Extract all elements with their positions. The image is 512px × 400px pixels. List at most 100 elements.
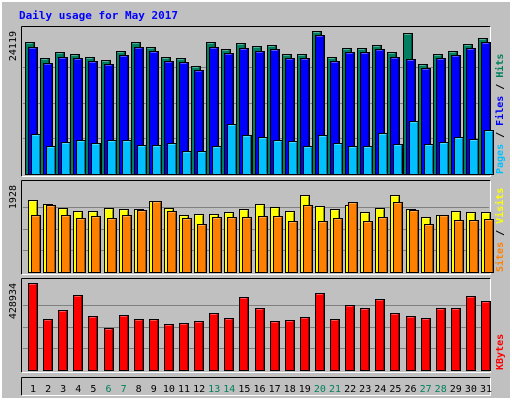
bar-pages-day-11 — [182, 151, 192, 175]
bar-sites-day-19 — [303, 205, 313, 273]
day-label-12: 12 — [193, 384, 205, 395]
bar-sites-day-9 — [152, 201, 162, 273]
bar-sites-day-4 — [76, 218, 86, 273]
bar-pages-day-1 — [31, 134, 41, 175]
scale-label: 1928 — [8, 185, 19, 209]
day-label-31: 31 — [480, 384, 492, 395]
bar-kbytes-day-16 — [255, 308, 265, 371]
bar-kbytes-day-14 — [224, 318, 234, 371]
bar-sites-day-22 — [348, 202, 358, 273]
day-label-29: 29 — [450, 384, 462, 395]
legend-separator: / — [495, 126, 506, 144]
day-label-16: 16 — [253, 384, 265, 395]
legend-item-sites: Sites — [494, 242, 506, 272]
bar-sites-day-24 — [378, 217, 388, 273]
day-label-19: 19 — [299, 384, 311, 395]
chart-title: Daily usage for May 2017 — [19, 9, 178, 22]
bar-pages-day-29 — [454, 137, 464, 175]
bar-pages-day-9 — [152, 145, 162, 175]
legend-pages-files-hits: Pages / Files / Hits — [494, 54, 506, 174]
day-label-1: 1 — [30, 384, 36, 395]
panel-visits-sites: 1928 Sites / Visits — [8, 180, 506, 275]
bar-pages-day-12 — [197, 151, 207, 175]
day-label-23: 23 — [359, 384, 371, 395]
bar-kbytes-day-17 — [270, 321, 280, 371]
bar-pages-day-24 — [378, 133, 388, 175]
day-label-4: 4 — [75, 384, 81, 395]
legend-item-pages: Pages — [495, 144, 506, 174]
panel-frame — [21, 180, 491, 275]
bar-kbytes-day-24 — [375, 299, 385, 371]
bar-sites-day-1 — [31, 215, 41, 273]
day-label-7: 7 — [121, 384, 127, 395]
bar-pages-day-14 — [227, 124, 237, 175]
bar-sites-day-13 — [212, 217, 222, 273]
legend-item-hits: Hits — [494, 54, 506, 78]
bar-pages-day-19 — [303, 146, 313, 175]
legend-item-files: Files — [494, 96, 506, 126]
bars — [28, 283, 491, 371]
day-label-9: 9 — [151, 384, 157, 395]
bar-sites-day-11 — [182, 218, 192, 273]
day-label-10: 10 — [163, 384, 175, 395]
bar-kbytes-day-20 — [315, 293, 325, 371]
bar-sites-day-14 — [227, 217, 237, 273]
bar-pages-day-8 — [137, 145, 147, 175]
bar-kbytes-day-22 — [345, 305, 355, 371]
bar-pages-day-17 — [273, 140, 283, 175]
x-axis-labels: 1 2 3 4 5 6 7 8 9 10 11 12 13 14 15 16 17 18 19 20 21 22 23 24 2… — [21, 377, 492, 396]
bar-kbytes-day-28 — [436, 308, 446, 371]
bar-sites-day-26 — [409, 210, 419, 273]
bar-sites-day-8 — [137, 210, 147, 273]
scale-label: 24119 — [8, 31, 19, 61]
day-label-5: 5 — [90, 384, 96, 395]
bar-kbytes-day-30 — [466, 296, 476, 371]
x-axis-frame — [21, 377, 491, 396]
bar-pages-day-30 — [469, 139, 479, 175]
bar-kbytes-day-19 — [300, 317, 310, 371]
bar-sites-day-23 — [363, 221, 373, 273]
bar-kbytes-day-29 — [451, 308, 461, 371]
bar-kbytes-day-13 — [209, 313, 219, 371]
day-label-2: 2 — [45, 384, 51, 395]
bar-pages-day-26 — [409, 121, 419, 175]
bar-kbytes-day-11 — [179, 323, 189, 371]
bar-kbytes-day-15 — [239, 297, 249, 371]
bar-sites-day-31 — [484, 219, 494, 273]
chart-panels: 24119 Pages / Files / Hits 1928 Sites / Vis… — [8, 26, 506, 373]
bar-sites-day-29 — [454, 220, 464, 273]
day-label-17: 17 — [269, 384, 281, 395]
bar-sites-day-7 — [122, 215, 132, 273]
bar-sites-day-10 — [167, 211, 177, 273]
bar-pages-day-4 — [76, 140, 86, 175]
bar-pages-day-23 — [363, 146, 373, 175]
bar-kbytes-day-23 — [360, 308, 370, 371]
day-label-15: 15 — [238, 384, 250, 395]
bar-pages-day-2 — [46, 146, 56, 175]
day-label-13: 13 — [208, 384, 220, 395]
bar-kbytes-day-1 — [28, 283, 38, 371]
bar-sites-day-21 — [333, 218, 343, 273]
legend-item-visits: Visits — [494, 188, 506, 224]
bar-kbytes-day-21 — [330, 319, 340, 371]
bar-sites-day-25 — [393, 202, 403, 273]
bar-kbytes-day-12 — [194, 321, 204, 371]
bar-kbytes-day-26 — [406, 316, 416, 371]
day-label-26: 26 — [404, 384, 416, 395]
bar-sites-day-5 — [91, 216, 101, 273]
bar-sites-day-12 — [197, 224, 207, 273]
legend-separator: / — [495, 224, 506, 242]
bar-kbytes-day-2 — [43, 319, 53, 371]
bar-pages-day-10 — [167, 143, 177, 175]
bar-sites-day-28 — [439, 215, 449, 273]
day-label-25: 25 — [389, 384, 401, 395]
day-label-30: 30 — [465, 384, 477, 395]
day-label-22: 22 — [344, 384, 356, 395]
day-label-3: 3 — [60, 384, 66, 395]
bar-kbytes-day-4 — [73, 295, 83, 371]
bar-pages-day-28 — [439, 142, 449, 175]
bar-pages-day-13 — [212, 146, 222, 175]
bar-pages-day-5 — [91, 143, 101, 175]
day-label-18: 18 — [284, 384, 296, 395]
